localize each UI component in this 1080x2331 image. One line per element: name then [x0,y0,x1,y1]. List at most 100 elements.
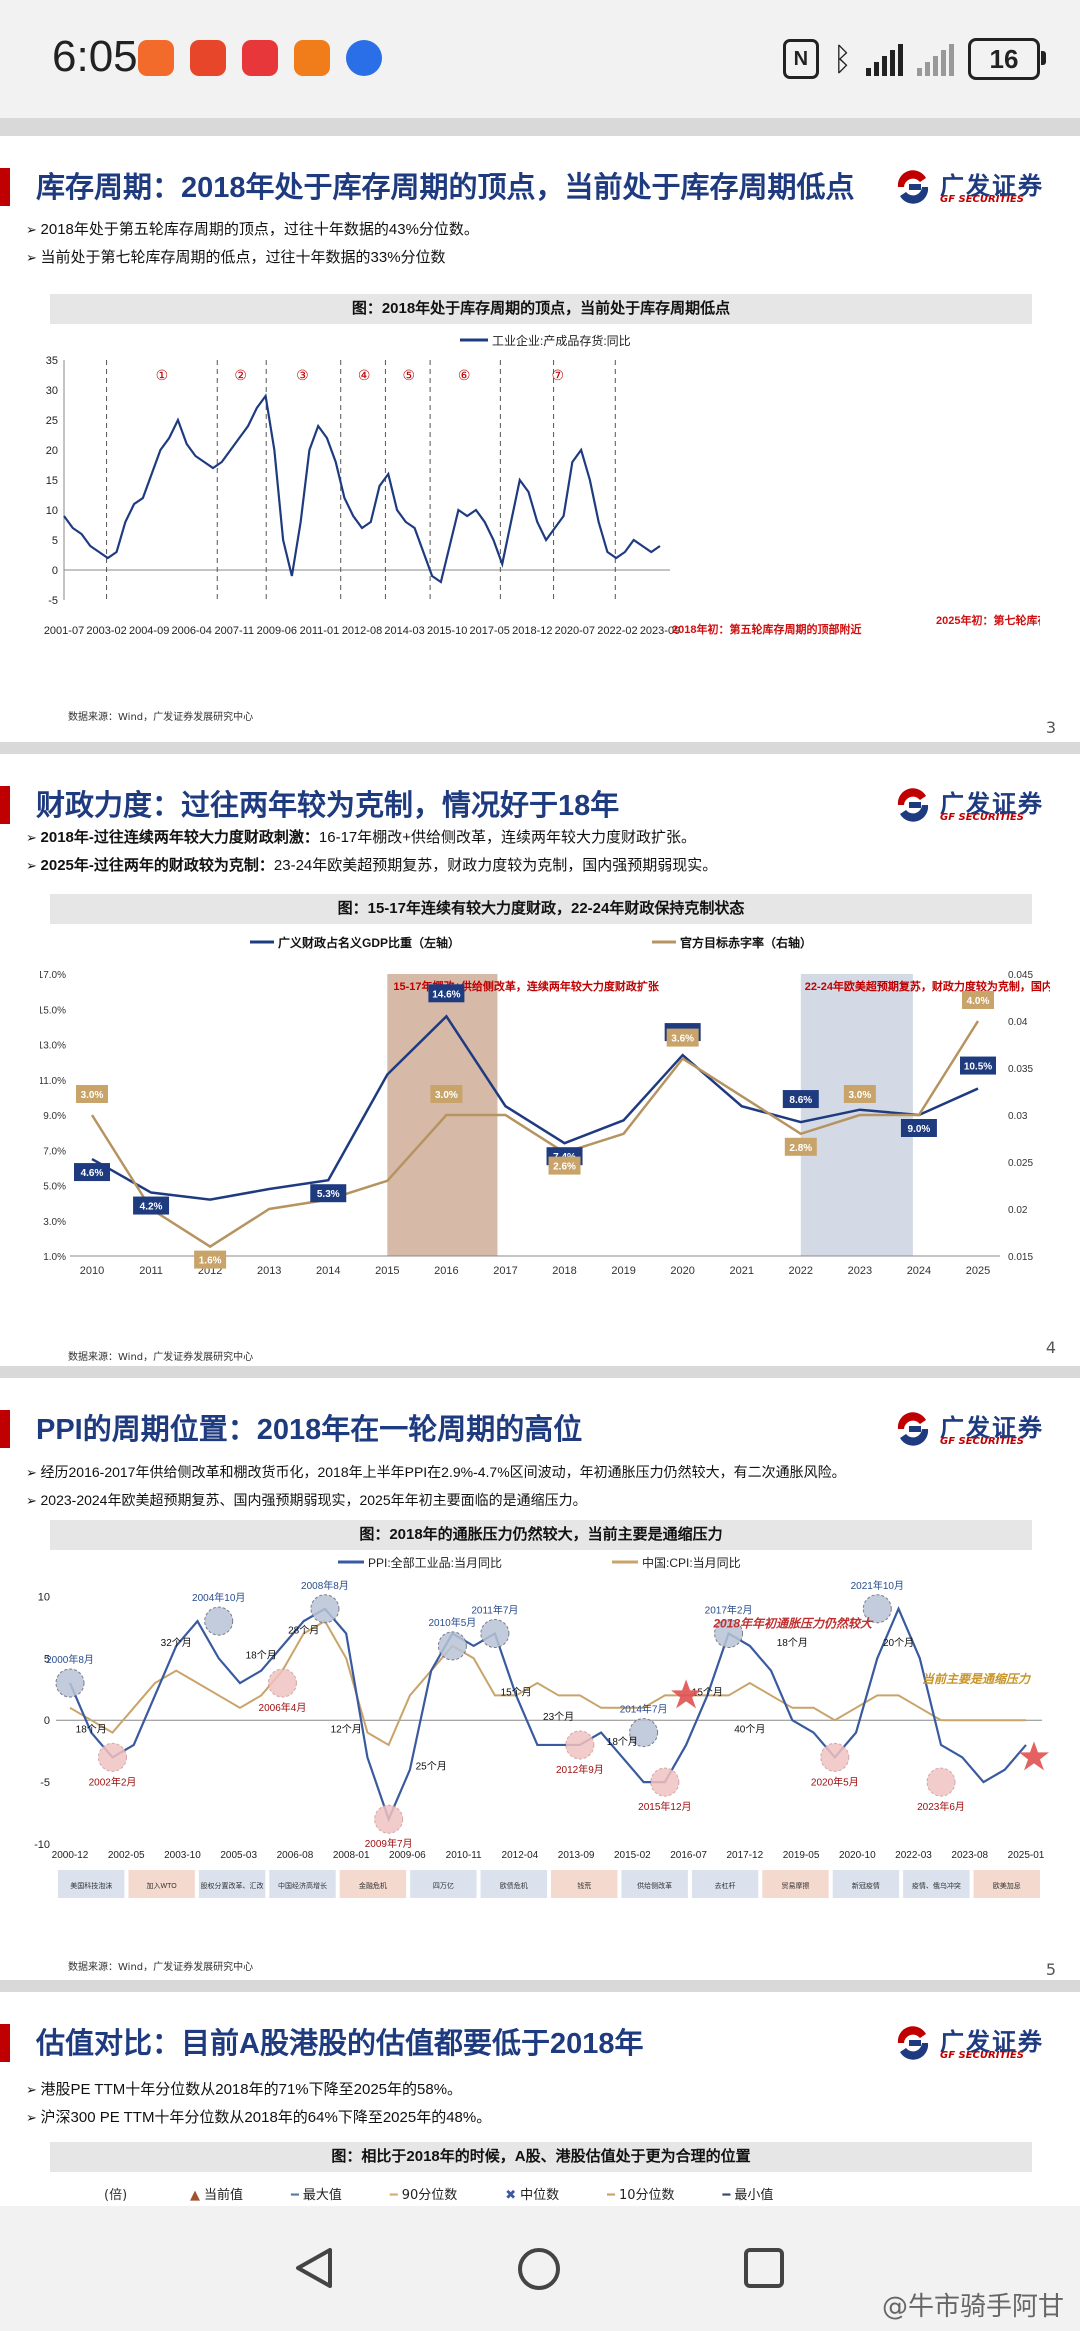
valuation-legend: ▲ 当前值 ━ 最大值 ━ 90分位数 ✖ 中位数 ━ 10分位数 ━ 最小值 [190,2184,773,2203]
slide-ppi-cycle[interactable]: PPI的周期位置：2018年在一轮周期的高位 广发证券 GF SECURITIE… [0,1378,1080,1980]
data-label-fiscal: 4.2% [140,1202,163,1213]
bullet-item: 2018年-过往连续两年较大力度财政刺激：16-17年棚改+供给侧改革，连续两年… [26,824,717,852]
logo-cn: 广发证券 [940,1415,1044,1442]
data-source: 数据来源：Wind，广发证券发展研究中心 [68,1352,254,1363]
legend-item: ━ 最大值 [291,2184,342,2203]
timeline-block [621,1870,688,1898]
x-tick-label: 2023-09 [640,625,680,637]
recents-button[interactable] [742,2246,786,2290]
timeline-label: 股权分置改革、汇改 [201,1881,264,1890]
x-tick-label: 2025-01 [1008,1850,1045,1861]
x-tick-label: 2016-07 [670,1850,707,1861]
battery-icon: 16 [968,38,1046,80]
y-left-tick-label: 5.0% [43,1182,66,1193]
page-number: 3 [1045,718,1056,737]
logo-en: GF SECURITIES [940,812,1025,823]
y-tick-label: 20 [46,445,58,457]
data-label-box [782,1090,819,1109]
bullet-item: 港股PE TTM十年分位数从2018年的71%下降至2025年的58%。 [26,2076,491,2104]
y-left-tick-label: 3.0% [43,1217,66,1228]
trough-label: 2020年5月 [811,1775,859,1788]
bullet-text: 23-24年欧美超预期复苏，财政力度较为克制，国内强预期弱现实。 [273,857,718,874]
data-label-fiscal: 4.6% [81,1168,104,1179]
peak-label: 2017年2月 [705,1604,753,1617]
duration-label: 15个月 [692,1686,723,1698]
timeline-block [762,1870,829,1898]
cycle-number-label: ④ [358,367,371,383]
timeline-label: 供给侧改革 [637,1881,672,1890]
legend-label: 最大值 [302,2188,342,2203]
x-tick-label: 2020 [670,1265,694,1277]
title-accent-bar [0,168,10,206]
y-left-tick-label: 13.0% [40,1041,66,1052]
x-tick-label: 2017-12 [726,1850,763,1861]
x-tick-label: 2025 [966,1265,990,1277]
annotation-2018-text: 2018年年初通胀压力仍然较大 [712,1616,874,1630]
legend-label: PPI:全部工业品:当月同比 [368,1555,502,1570]
timeline-block [480,1870,547,1898]
timeline-label: 中国经济高增长 [278,1881,327,1890]
duration-label: 18个月 [76,1724,107,1736]
data-label-box [548,1156,581,1175]
duration-label: 18个月 [246,1649,277,1661]
x-tick-label: 2014-03 [384,625,424,637]
series-line-cpi [69,1619,1026,1747]
timeline-block [410,1870,477,1898]
timeline-label: 欧债危机 [500,1881,528,1890]
data-label-deficit: 3.6% [671,1034,694,1045]
data-label-box [428,984,465,1003]
y-left-tick-label: 7.0% [43,1146,66,1157]
peak-label: 2000年8月 [46,1653,94,1666]
slide-valuation[interactable]: 估值对比：目前A股港股的估值都要低于2018年 广发证券 GF SECURITI… [0,1992,1080,2216]
x-tick-label: 2017 [493,1265,517,1277]
x-tick-label: 2013-09 [558,1850,595,1861]
figure-title: 图：2018年的通胀压力仍然较大，当前主要是通缩压力 [50,1520,1032,1550]
data-label-box [194,1250,227,1269]
data-label-fiscal: 9.0% [908,1124,931,1135]
slide-fiscal-policy[interactable]: 财政力度：过往两年较为克制，情况好于18年 广发证券 GF SECURITIES… [0,754,1080,1366]
x-tick-label: 2019-05 [783,1850,820,1861]
timeline-label: 加入WTO [147,1881,178,1890]
trough-label: 2002年2月 [89,1775,137,1788]
x-tick-label: 2012-08 [342,625,382,637]
trough-label: 2015年12月 [638,1800,691,1813]
highlight-label-2022: 22-24年欧美超预期复苏，财政力度较为克制，国内强预期弱现实 [805,979,1050,993]
x-tick-label: 2020-10 [839,1850,876,1861]
timeline-block [832,1870,900,1898]
app-notification-icon [190,40,226,76]
data-label-box [133,1196,170,1215]
back-button[interactable] [292,2246,336,2290]
status-bar: 6:05 N ᛒ 16 [0,0,1080,118]
annotation-current: 当前主要是通缩压力 [922,1672,1032,1686]
series-line-deficit-rate [90,1020,980,1249]
timeline-block [691,1870,759,1898]
bullet-item: 2025年-过往两年的财政较为克制：23-24年欧美超预期复苏，财政力度较为克制… [26,852,718,880]
gf-securities-logo: 广发证券 GF SECURITIES [894,784,1050,828]
data-label-box [900,1119,937,1137]
timeline-block [339,1870,407,1898]
peak-label: 2011年7月 [471,1604,518,1617]
annotation-2018: 2018年初：第五轮库存周期的顶部附近 [672,622,861,636]
peak-marker [714,1619,744,1649]
legend-item: ━ 10分位数 [607,2184,674,2203]
cycle-number-label: ⑤ [403,367,416,383]
slide-inventory-cycle[interactable]: 库存周期：2018年处于库存周期的顶点，当前处于库存周期低点 广发证券 GF S… [0,136,1080,742]
data-label-box [74,1163,110,1182]
bullet-list: 港股PE TTM十年分位数从2018年的71%下降至2025年的58%。 沪深3… [26,2076,492,2132]
y-tick-label: 10 [46,505,58,517]
legend-marker-icon: ━ [722,2188,731,2203]
y-left-tick-label: 17.0% [40,970,66,981]
y-right-tick-label: 0.03 [1008,1111,1028,1122]
duration-label: 20个月 [883,1637,914,1649]
cycle-number-label: ② [234,367,247,383]
home-button[interactable] [516,2246,562,2292]
legend-marker-icon: ━ [607,2188,615,2203]
x-tick-label: 2020-07 [555,625,595,637]
data-label-deficit: 4.0% [967,996,990,1007]
x-tick-label: 2003-10 [164,1850,201,1861]
data-label-deficit: 3.0% [435,1090,458,1101]
timeline-label: 金融危机 [359,1881,387,1890]
trough-label: 2023年6月 [917,1800,965,1813]
data-label-deficit: 2.6% [553,1162,576,1173]
slide-title: 库存周期：2018年处于库存周期的顶点，当前处于库存周期低点 [36,172,855,204]
